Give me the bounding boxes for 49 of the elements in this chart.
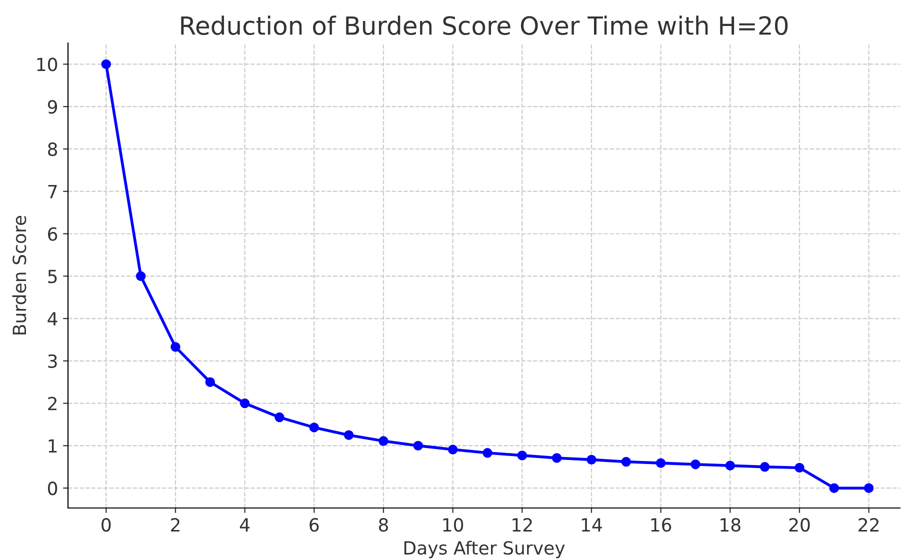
point xyxy=(760,462,770,472)
y-tick-label: 2 xyxy=(48,396,56,410)
y-tick-label: 5 xyxy=(48,270,57,284)
point xyxy=(552,453,562,463)
point xyxy=(656,458,666,468)
point xyxy=(309,422,319,432)
y-tick-label: 9 xyxy=(48,100,58,114)
y-tick-label: 4 xyxy=(48,312,58,326)
point xyxy=(448,444,458,454)
point xyxy=(170,342,180,352)
y-tick-label: 0 xyxy=(48,482,58,496)
x-tick-label: 10 xyxy=(443,518,464,532)
x-tick-label: 8 xyxy=(378,518,388,532)
x-tick-label: 22 xyxy=(858,518,878,532)
x-tick-label: 6 xyxy=(310,518,319,532)
point xyxy=(240,398,250,408)
point xyxy=(413,440,423,451)
x-tick-label: 14 xyxy=(582,518,602,532)
x-tick-label: 4 xyxy=(240,518,250,532)
point xyxy=(864,483,874,493)
chart-title: Reduction of Burden Score Over Time with H=20 xyxy=(181,16,788,36)
x-tick-label: 16 xyxy=(651,518,672,532)
x-tick-label: 12 xyxy=(512,518,532,532)
x-tick-label: 20 xyxy=(789,518,810,532)
x-axis-title: Days After Survey xyxy=(404,540,565,558)
point xyxy=(378,436,388,446)
point xyxy=(621,456,631,467)
y-tick-label: 6 xyxy=(48,227,58,241)
y-axis-title: Burden Score xyxy=(12,216,26,334)
y-tick-label: 3 xyxy=(48,354,57,368)
point xyxy=(344,430,354,440)
y-tick-label: 10 xyxy=(37,58,58,72)
point xyxy=(725,460,735,470)
y-tick-label: 7 xyxy=(48,185,57,198)
point xyxy=(482,448,492,458)
point xyxy=(586,454,596,465)
point xyxy=(829,483,839,493)
x-tick-label: 0 xyxy=(102,518,111,532)
point xyxy=(517,450,527,460)
point xyxy=(101,59,111,70)
point xyxy=(690,459,700,470)
point xyxy=(136,271,146,281)
y-tick-label: 1 xyxy=(48,439,57,453)
point xyxy=(205,377,215,387)
x-tick-label: 18 xyxy=(720,518,740,532)
x-tick-label: 2 xyxy=(171,518,180,532)
y-tick-label: 8 xyxy=(48,142,58,156)
point xyxy=(794,462,804,473)
point xyxy=(274,412,284,422)
